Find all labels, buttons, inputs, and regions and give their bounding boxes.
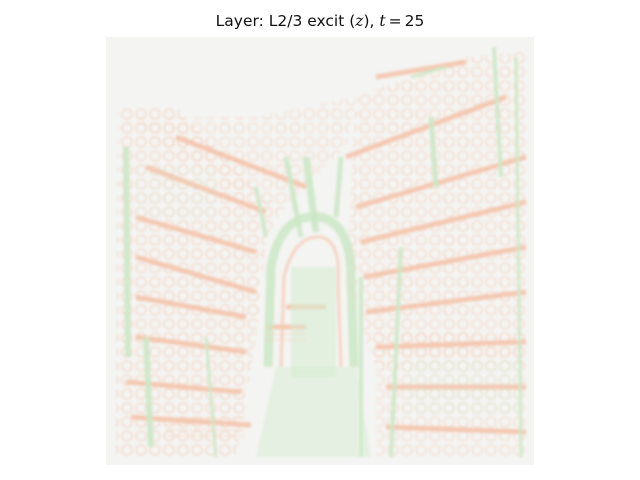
title-var: z — [355, 12, 364, 30]
activation-map-svg — [106, 37, 534, 465]
title-mid: ), — [363, 12, 380, 30]
title-prefix: Layer: L2/3 excit ( — [215, 12, 356, 30]
title-t-value: 25 — [404, 12, 425, 30]
activation-pattern — [116, 46, 527, 458]
figure-title: Layer: L2/3 excit (z), t = 25 — [0, 12, 640, 30]
title-t-symbol: t — [379, 12, 386, 30]
activation-image — [106, 37, 534, 465]
title-eq: = — [388, 12, 402, 30]
